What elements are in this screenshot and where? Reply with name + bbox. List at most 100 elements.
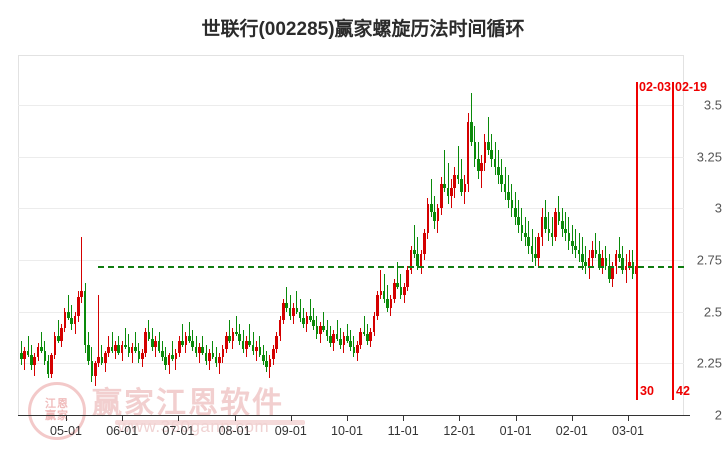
- candle-body: [171, 355, 174, 360]
- candle-body: [177, 340, 181, 353]
- candle-body: [268, 359, 272, 368]
- cycle-line-count-label: 30: [640, 384, 654, 398]
- x-axis-tick-label: 08-01: [218, 424, 251, 438]
- candle-body: [174, 353, 178, 360]
- cycle-line[interactable]: [672, 82, 674, 400]
- candle-wick: [575, 229, 577, 258]
- candle-wick: [497, 150, 499, 184]
- x-axis-tick-label: 01-01: [499, 424, 532, 438]
- candle-body: [618, 253, 621, 258]
- candle-body: [440, 183, 443, 209]
- candle-wick: [171, 340, 173, 362]
- candle-wick: [309, 299, 311, 322]
- x-axis-tick-label: 09-01: [274, 424, 307, 438]
- candle-wick: [198, 342, 200, 364]
- candle-body: [342, 336, 346, 345]
- cycle-line[interactable]: [636, 82, 638, 400]
- candle-body: [423, 233, 426, 254]
- gridline: [18, 311, 684, 313]
- candle-body: [127, 346, 131, 353]
- candle-body: [117, 344, 121, 353]
- candle-body: [204, 353, 208, 362]
- gridline: [18, 260, 684, 261]
- candle-wick: [235, 315, 237, 337]
- x-axis-tick-label: 03-01: [612, 424, 644, 438]
- watermark-logo: 江恩 赢家: [28, 382, 86, 440]
- candle-body: [443, 183, 446, 188]
- candle-body: [235, 332, 238, 335]
- candle-body: [63, 311, 67, 329]
- candle-wick: [400, 274, 402, 300]
- y-axis-tick-label: 2: [714, 407, 722, 423]
- candle-body: [584, 262, 588, 267]
- candle-body: [238, 334, 241, 341]
- candle-wick: [363, 315, 365, 337]
- candle-wick: [336, 319, 338, 341]
- candle-body: [315, 326, 319, 335]
- candle-wick: [219, 353, 221, 374]
- candle-body: [157, 340, 161, 351]
- candle-body: [544, 216, 547, 229]
- candle-body: [419, 253, 423, 267]
- candle-wick: [528, 220, 530, 254]
- candle-body: [100, 357, 104, 364]
- candle-body: [93, 363, 97, 376]
- candle-body: [450, 187, 453, 196]
- candle-body: [60, 328, 63, 341]
- x-axis-tick: [347, 415, 348, 421]
- candle-body: [597, 253, 601, 267]
- candle-body: [319, 326, 322, 335]
- candle-body: [214, 357, 218, 364]
- candle-body: [628, 262, 631, 267]
- candle-wick: [380, 270, 382, 300]
- candle-wick: [202, 336, 204, 356]
- candle-body: [130, 346, 134, 353]
- candle-body: [483, 142, 487, 163]
- candle-body: [581, 253, 584, 263]
- candle-wick: [128, 334, 130, 358]
- candle-body: [332, 334, 336, 343]
- candle-body: [80, 291, 84, 298]
- candle-wick: [551, 216, 553, 246]
- candle-wick: [229, 319, 231, 343]
- candle-body: [426, 204, 430, 234]
- candle-body: [520, 224, 524, 234]
- candle-body: [530, 245, 534, 254]
- candle-body: [389, 299, 393, 308]
- candle-wick: [148, 319, 150, 341]
- candle-body: [453, 175, 457, 188]
- candle-body: [554, 212, 557, 238]
- candle-body: [524, 233, 527, 238]
- candle-wick: [457, 146, 459, 184]
- candle-body: [577, 249, 581, 254]
- candle-body: [406, 270, 409, 287]
- candle-body: [594, 249, 598, 254]
- candle-body: [77, 297, 80, 316]
- candle-body: [275, 336, 278, 349]
- x-axis-tick: [290, 415, 292, 421]
- candle-wick: [40, 332, 42, 353]
- candle-body: [90, 361, 94, 376]
- candle-wick: [111, 332, 113, 353]
- candle-body: [137, 350, 141, 360]
- candle-body: [53, 336, 57, 356]
- candle-body: [36, 346, 40, 358]
- candle-wick: [188, 322, 190, 343]
- candle-body: [97, 357, 100, 364]
- candle-body: [366, 334, 369, 341]
- candle-wick: [444, 150, 446, 192]
- candle-body: [151, 338, 154, 347]
- candle-wick: [595, 233, 597, 258]
- candle-body: [396, 282, 399, 287]
- candle-body: [144, 332, 147, 353]
- candle-body: [70, 317, 73, 325]
- x-axis-tick-label: 10-01: [331, 424, 363, 438]
- candle-body: [456, 175, 460, 180]
- candle-body: [221, 348, 225, 358]
- candle-body: [33, 357, 37, 366]
- candle-body: [288, 307, 292, 316]
- candle-body: [120, 344, 124, 353]
- candle-body: [154, 340, 157, 347]
- candle-body: [416, 253, 420, 267]
- candle-body: [500, 175, 504, 184]
